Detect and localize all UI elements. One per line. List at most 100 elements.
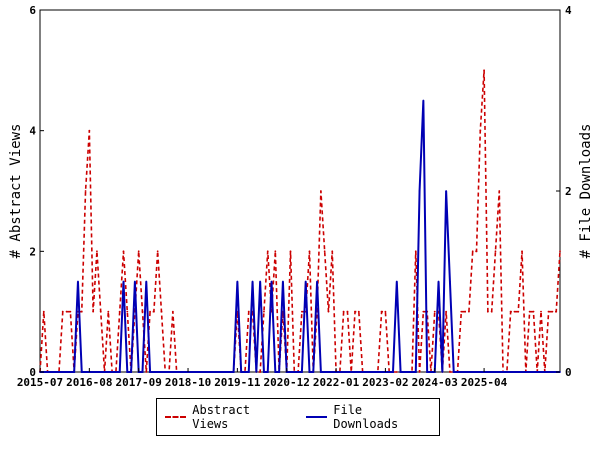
file-downloads-point (346, 371, 349, 373)
file-downloads-point (449, 280, 451, 283)
file-downloads-point (369, 371, 372, 373)
file-downloads-point (521, 371, 523, 373)
abstract-views-point (145, 371, 148, 373)
file-downloads-point (168, 371, 170, 373)
file-downloads-point (209, 371, 212, 373)
file-downloads-point (251, 280, 254, 283)
abstract-views-point (346, 310, 349, 313)
file-downloads-point (171, 371, 174, 373)
abstract-views-point (471, 250, 474, 253)
file-downloads-point (316, 280, 318, 283)
legend-label-downloads: File Downloads (333, 403, 399, 431)
abstract-views-point (468, 310, 470, 313)
legend-swatch-views (165, 416, 187, 418)
file-downloads-point (107, 371, 110, 373)
file-downloads-point (331, 371, 334, 373)
file-downloads-point (456, 371, 459, 373)
abstract-views-point (137, 250, 140, 253)
abstract-views-point (126, 310, 129, 313)
right-y-tick-label: 2 (565, 185, 572, 198)
file-downloads-point (361, 371, 364, 373)
file-downloads-point (543, 371, 546, 373)
file-downloads-point (547, 371, 550, 373)
abstract-views-point (540, 310, 542, 313)
abstract-views-point (559, 250, 561, 253)
left-axis-title: # Abstract Views (8, 124, 24, 259)
x-tick-label: 2015-07 (17, 376, 63, 389)
file-downloads-point (301, 371, 303, 373)
file-downloads-point (445, 190, 448, 192)
file-downloads-point (357, 371, 360, 373)
abstract-views-point (445, 310, 448, 313)
file-downloads-point (418, 190, 421, 192)
file-downloads-point (46, 371, 49, 373)
file-downloads-point (133, 280, 136, 283)
file-downloads-point (471, 371, 474, 373)
file-downloads-point (141, 371, 144, 373)
abstract-views-point (418, 371, 421, 373)
abstract-views-point (433, 310, 436, 313)
file-downloads-point (475, 371, 478, 373)
file-downloads-point (342, 371, 345, 373)
file-downloads-point (354, 371, 356, 373)
file-downloads-point (194, 371, 197, 373)
file-downloads-point (407, 371, 410, 373)
file-downloads-point (84, 371, 87, 373)
file-downloads-point (103, 371, 106, 373)
abstract-views-point (274, 250, 277, 253)
file-downloads-point (373, 371, 375, 373)
right-y-tick-label: 0 (565, 366, 572, 379)
file-downloads-point (403, 371, 406, 373)
file-downloads-point (179, 371, 182, 373)
right-y-tick-label: 4 (565, 4, 572, 17)
abstract-views-point (490, 310, 493, 313)
x-tick-label: 2016-08 (66, 376, 112, 389)
abstract-views-point (259, 371, 262, 373)
abstract-views-point (171, 310, 174, 313)
file-downloads-point (505, 371, 508, 373)
abstract-views-point (460, 310, 463, 313)
abstract-views-point (395, 371, 398, 373)
abstract-views-point (486, 310, 489, 313)
file-downloads-point (206, 371, 208, 373)
file-downloads-point (293, 371, 296, 373)
file-downloads-point (494, 371, 497, 373)
abstract-views-point (266, 250, 269, 253)
abstract-views-point (88, 129, 91, 132)
abstract-views-point (61, 310, 64, 313)
x-tick-label: 2025-04 (461, 376, 508, 389)
file-downloads-point (498, 371, 501, 373)
file-downloads-point (54, 371, 57, 373)
file-downloads-point (486, 371, 489, 373)
file-downloads-point (297, 371, 299, 373)
file-downloads-point (551, 371, 554, 373)
file-downloads-point (304, 280, 307, 283)
file-downloads-point (509, 371, 512, 373)
file-downloads-point (422, 99, 425, 102)
abstract-views-point (528, 310, 531, 313)
file-downloads-point (312, 371, 315, 373)
file-downloads-point (65, 371, 68, 373)
abstract-views-point (517, 310, 520, 313)
abstract-views-point (152, 310, 155, 313)
file-downloads-point (430, 371, 432, 373)
file-downloads-point (99, 371, 102, 373)
abstract-views-point (84, 190, 87, 192)
x-tick-label: 2017-09 (116, 376, 162, 389)
left-y-tick-label: 6 (29, 4, 36, 17)
right-axis-title: # File Downloads (578, 124, 594, 259)
abstract-views-point (289, 250, 292, 253)
file-downloads-point (61, 371, 64, 373)
abstract-views-point (384, 310, 387, 313)
abstract-views-point (160, 310, 163, 313)
abstract-views-point (555, 310, 558, 313)
file-downloads-point (502, 371, 504, 373)
file-downloads-point (145, 280, 148, 283)
file-downloads-point (266, 371, 269, 373)
x-tick-label: 2022-01 (313, 376, 360, 389)
file-downloads-point (244, 371, 246, 373)
file-downloads-point (441, 371, 444, 373)
abstract-views-point (122, 250, 125, 253)
file-downloads-point (73, 371, 76, 373)
file-downloads-point (540, 371, 542, 373)
